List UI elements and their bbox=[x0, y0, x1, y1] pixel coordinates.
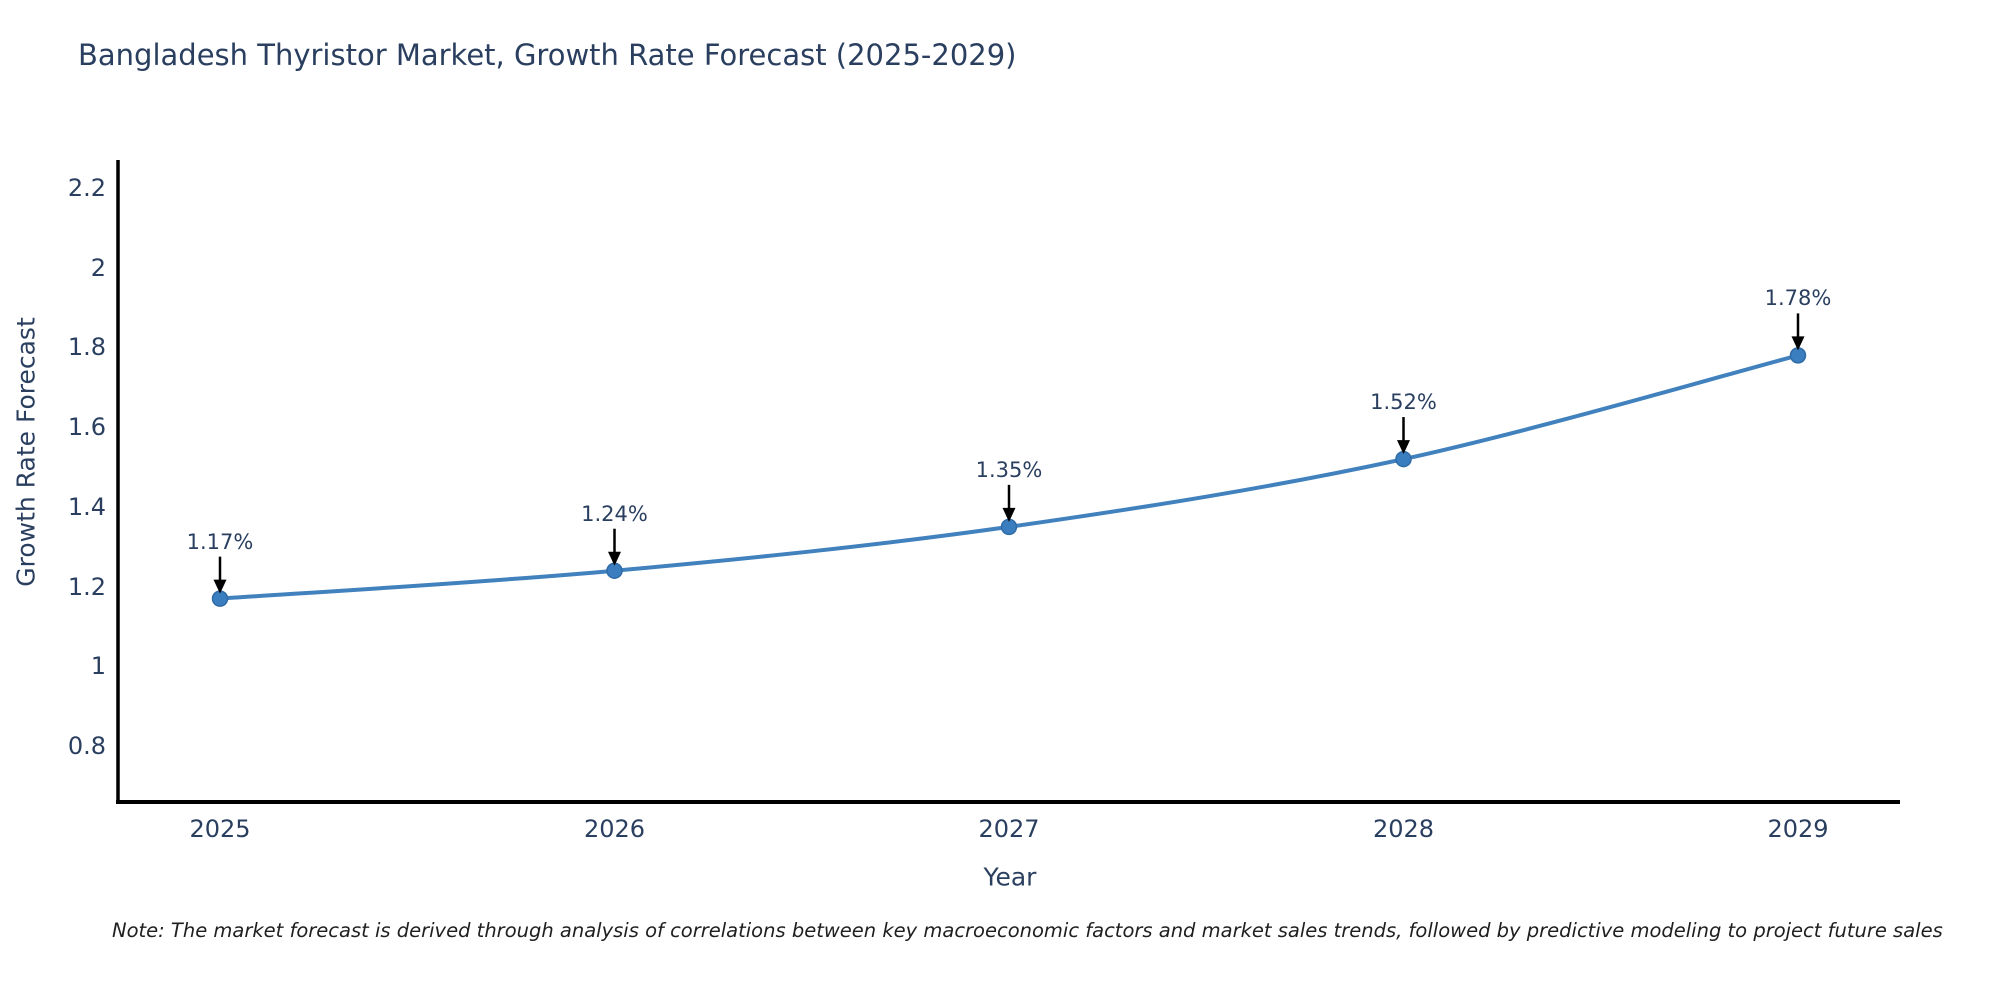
methodology-note: Note: The market forecast is derived thr… bbox=[112, 919, 1943, 942]
annotation-arrow-head bbox=[1397, 440, 1410, 455]
y-axis-title: Growth Rate Forecast bbox=[11, 317, 41, 587]
point-value-label: 1.24% bbox=[581, 501, 648, 526]
y-tick-label: 1 bbox=[90, 652, 106, 681]
annotation-arrow-head bbox=[1791, 336, 1805, 351]
x-tick-label: 2027 bbox=[978, 815, 1040, 843]
y-tick-label: 2.2 bbox=[67, 173, 106, 202]
chart-title: Bangladesh Thyristor Market, Growth Rate… bbox=[78, 38, 1017, 72]
y-tick-label: 1.4 bbox=[67, 492, 106, 521]
annotation-arrow-head bbox=[1002, 507, 1016, 522]
y-tick-label: 1.2 bbox=[67, 572, 106, 601]
x-tick-label: 2025 bbox=[189, 815, 251, 843]
y-tick-label: 1.8 bbox=[67, 333, 106, 362]
x-tick-label: 2028 bbox=[1372, 815, 1435, 843]
point-value-label: 1.52% bbox=[1370, 390, 1437, 415]
y-tick-label: 0.8 bbox=[67, 732, 106, 761]
annotation-arrow-head bbox=[213, 579, 227, 594]
x-tick-label: 2029 bbox=[1767, 815, 1829, 843]
annotation-arrow-head bbox=[608, 551, 621, 566]
point-value-label: 1.17% bbox=[186, 529, 254, 554]
point-value-label: 1.78% bbox=[1764, 286, 1832, 311]
y-tick-label: 2 bbox=[90, 253, 106, 282]
point-value-label: 1.35% bbox=[975, 457, 1043, 482]
x-axis-title: Year bbox=[983, 862, 1037, 892]
x-tick-label: 2026 bbox=[583, 815, 646, 843]
y-tick-label: 1.6 bbox=[67, 413, 106, 442]
